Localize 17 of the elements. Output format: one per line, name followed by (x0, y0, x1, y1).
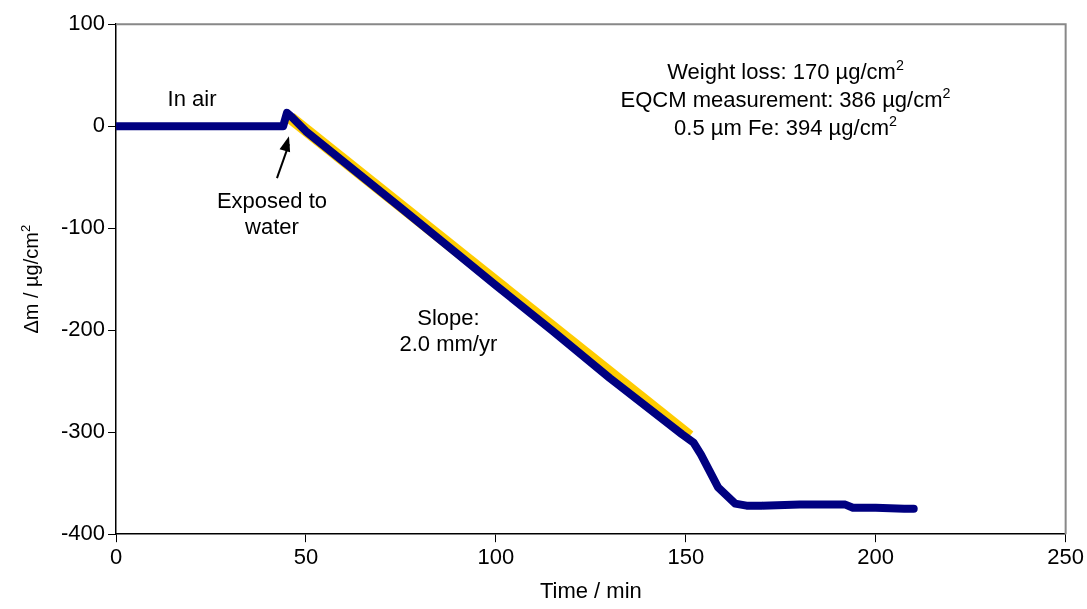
x-tick-label: 150 (667, 544, 705, 570)
y-tick-label: 0 (92, 112, 106, 138)
x-axis-title: Time / min (539, 577, 642, 603)
x-tick-label: 0 (109, 544, 123, 570)
y-tick-label: -200 (60, 316, 106, 342)
annotation: In air (167, 86, 217, 112)
y-tick-label: -400 (60, 520, 106, 546)
annotation: Exposed to water (216, 188, 327, 240)
y-tick-label: 100 (68, 10, 106, 36)
x-tick-label: 100 (477, 544, 515, 570)
annotation: Slope: 2.0 mm/yr (399, 305, 498, 357)
x-tick-label: 200 (857, 544, 895, 570)
y-tick-label: -100 (60, 214, 106, 240)
y-axis-title: Δm / µg/cm2 (18, 224, 42, 334)
x-tick-label: 50 (293, 544, 319, 570)
y-tick-label: -300 (60, 418, 106, 444)
x-tick-label: 250 (1047, 544, 1085, 570)
